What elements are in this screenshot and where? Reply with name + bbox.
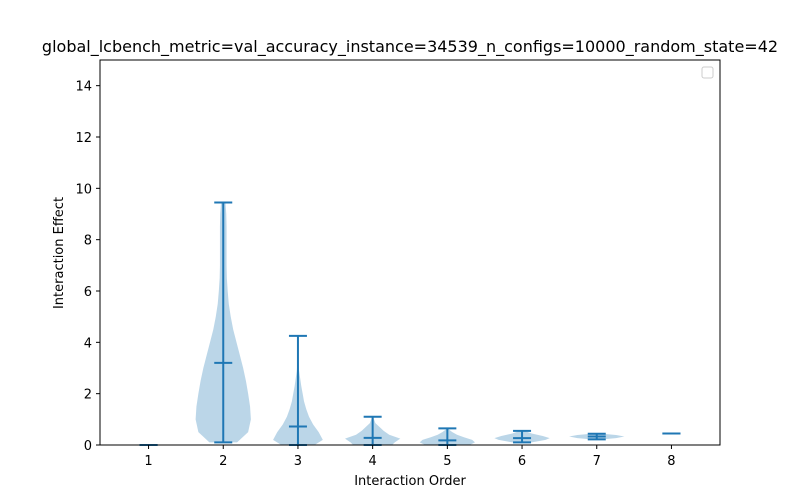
x-tick-label-2: 2 bbox=[219, 454, 227, 469]
x-tick-label-1: 1 bbox=[144, 454, 152, 469]
y-tick-label-8: 8 bbox=[84, 234, 92, 249]
y-tick-label-0: 0 bbox=[84, 439, 92, 454]
y-tick-label-6: 6 bbox=[84, 285, 92, 300]
y-tick-label-2: 2 bbox=[84, 388, 92, 403]
y-axis-label: Interaction Effect bbox=[52, 197, 67, 309]
plot-area bbox=[139, 201, 681, 446]
x-tick-label-4: 4 bbox=[369, 454, 377, 469]
x-tick-label-3: 3 bbox=[294, 454, 302, 469]
legend-box bbox=[701, 66, 714, 79]
y-tick-label-14: 14 bbox=[75, 80, 92, 95]
y-tick-label-10: 10 bbox=[75, 182, 92, 197]
x-tick-label-8: 8 bbox=[667, 454, 675, 469]
chart-title: global_lcbench_metric=val_accuracy_insta… bbox=[42, 37, 778, 57]
x-tick-label-5: 5 bbox=[443, 454, 451, 469]
x-axis-label: Interaction Order bbox=[354, 474, 466, 489]
x-tick-label-6: 6 bbox=[518, 454, 526, 469]
plot-frame bbox=[99, 59, 721, 446]
y-tick-label-4: 4 bbox=[84, 336, 92, 351]
y-tick-label-12: 12 bbox=[75, 131, 92, 146]
x-tick-label-7: 7 bbox=[593, 454, 601, 469]
